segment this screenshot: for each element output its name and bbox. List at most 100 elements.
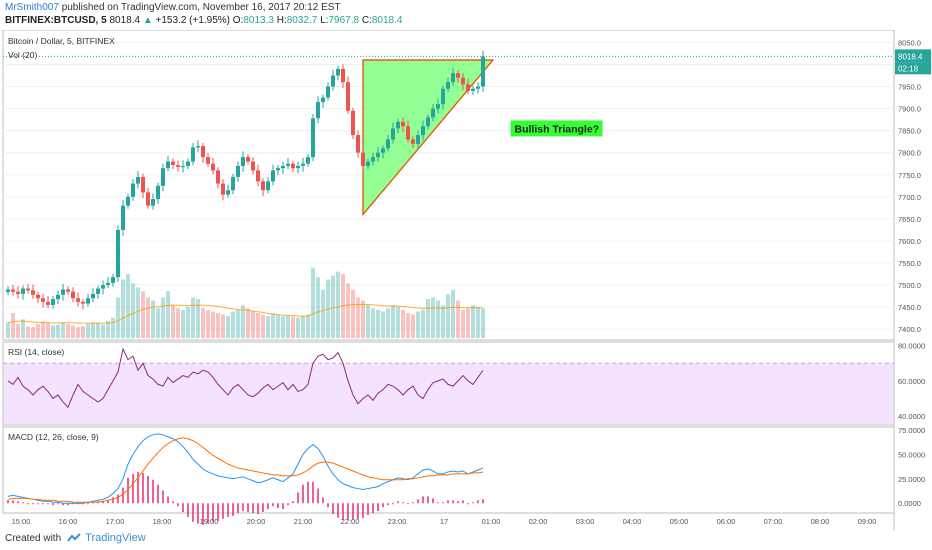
triangle-pattern (362, 59, 495, 217)
candle-body (346, 82, 350, 111)
candle-body (131, 183, 135, 197)
macd-histogram-bar (432, 498, 434, 504)
volume-bar (166, 291, 170, 338)
price-tick-label: 7500.0 (898, 281, 921, 290)
volume-bar (231, 311, 235, 338)
candle-body (291, 163, 295, 169)
candle-body (76, 298, 80, 302)
macd-histogram-bar (322, 497, 324, 504)
macd-histogram-bar (292, 501, 294, 504)
candle-body (426, 117, 430, 127)
macd-histogram-bar (437, 502, 439, 504)
candle-body (276, 168, 280, 171)
last-price-label: 8018.4 (898, 52, 923, 61)
time-tick-label: 19:00 (200, 517, 219, 526)
macd-histogram-bar (452, 500, 454, 504)
candle-body (91, 293, 95, 299)
candle-body (241, 157, 245, 166)
volume-bar (126, 274, 130, 338)
volume-bar (141, 291, 145, 338)
macd-histogram-bar (422, 496, 424, 504)
volume-bar (431, 297, 435, 338)
candle-body (111, 277, 115, 283)
macd-histogram-bar (242, 503, 244, 512)
macd-histogram-bar (407, 503, 409, 505)
macd-histogram-bar (187, 503, 189, 517)
candle-body (296, 165, 300, 169)
time-tick-label: 04:00 (623, 517, 642, 526)
macd-histogram-bar (202, 503, 204, 525)
macd-histogram-bar (372, 503, 374, 513)
price-tick-label: 7600.0 (898, 237, 921, 246)
macd-histogram-bar (32, 503, 34, 505)
time-tick-label: 15:00 (12, 517, 31, 526)
macd-histogram-bar (147, 475, 149, 504)
tradingview-logo-icon (67, 533, 81, 542)
macd-histogram-bar (467, 503, 469, 505)
candle-body (216, 170, 220, 184)
volume-bar (331, 275, 335, 338)
open-value: 8013.3 (243, 15, 274, 26)
macd-histogram-bar (7, 500, 9, 504)
macd-histogram-bar (22, 502, 24, 504)
volume-bar (131, 283, 135, 338)
macd-histogram-bar (52, 503, 54, 506)
macd-histogram-bar (127, 477, 129, 504)
volume-bar (91, 322, 95, 338)
price-change: +153.2 (+1.95%) (155, 15, 231, 26)
macd-histogram-bar (17, 501, 19, 504)
macd-histogram-bar (237, 503, 239, 513)
price-tick-label: 7650.0 (898, 215, 921, 224)
volume-bar (351, 289, 355, 338)
volume-bar (311, 267, 315, 338)
annotation-text: Bullish Triangle? (515, 123, 600, 135)
macd-histogram-bar (217, 503, 219, 521)
volume-bar (226, 316, 230, 338)
volume-bar (371, 308, 375, 338)
candle-body (186, 161, 190, 166)
volume-bar (466, 308, 470, 338)
time-tick-label: 18:00 (153, 517, 172, 526)
volume-bar (116, 297, 120, 338)
tradingview-brand[interactable]: TradingView (85, 532, 146, 544)
candle-body (421, 126, 425, 136)
candle-body (126, 196, 130, 206)
macd-histogram-bar (282, 503, 284, 510)
volume-bar (456, 300, 460, 338)
macd-histogram-bar (307, 481, 309, 504)
candle-body (481, 56, 485, 87)
candle-body (246, 157, 250, 162)
volume-bar (221, 314, 225, 338)
volume-bar (156, 308, 160, 338)
candle-body (121, 205, 125, 230)
macd-histogram-bar (212, 503, 214, 522)
volume-bar (321, 289, 325, 338)
volume-bar (191, 297, 195, 338)
macd-histogram-bar (347, 503, 349, 520)
macd-histogram-bar (142, 472, 144, 504)
macd-histogram-bar (67, 503, 69, 506)
candle-body (171, 161, 175, 166)
macd-histogram-bar (247, 503, 249, 513)
candle-body (221, 183, 225, 195)
macd-histogram-bar (232, 503, 234, 516)
macd-histogram-bar (157, 484, 159, 504)
volume-bar (441, 305, 445, 338)
macd-tick-label: 0.0000 (898, 499, 921, 508)
chart-canvas[interactable]: 8050.08000.07950.07900.07850.07800.07750… (0, 30, 932, 530)
candle-body (396, 121, 400, 129)
volume-bar (416, 311, 420, 338)
rsi-line (7, 347, 484, 409)
macd-histogram-bar (297, 492, 299, 504)
candle-body (201, 146, 205, 158)
volume-bar (101, 324, 105, 338)
candle-body (211, 163, 215, 171)
candle-body (166, 161, 170, 169)
author-link[interactable]: MrSmith007 (5, 2, 59, 13)
price-tick-label: 7400.0 (898, 325, 921, 334)
created-with-label: Created with (5, 532, 62, 544)
volume-bar (256, 313, 260, 338)
volume-bar (56, 324, 60, 338)
volume-bar (366, 305, 370, 338)
candle-body (306, 157, 310, 164)
